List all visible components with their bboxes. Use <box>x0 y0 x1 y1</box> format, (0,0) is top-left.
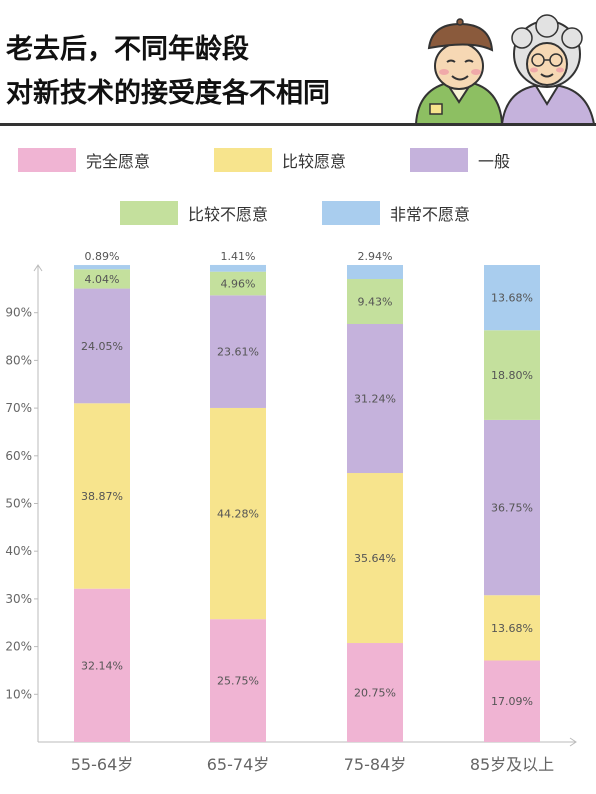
y-axis-arrow <box>33 264 43 272</box>
elderly-couple-illustration <box>414 14 596 124</box>
y-tick-label: 50% <box>5 497 32 511</box>
data-label-very-unwilling: 13.68% <box>491 292 533 305</box>
legend-swatch-very-unwilling <box>322 201 380 225</box>
data-label-willing: 38.87% <box>81 490 123 503</box>
bar-segment-fully-willing <box>484 660 540 742</box>
y-tick-label: 30% <box>5 592 32 606</box>
legend-label-neutral: 一般 <box>478 152 511 171</box>
legend: 完全愿意 比较愿意 一般 比较不愿意 非常不愿意 <box>0 138 596 238</box>
y-tick-label: 20% <box>5 640 32 654</box>
data-label-fully-willing: 32.14% <box>81 659 123 672</box>
legend-item-neutral: 一般 <box>410 148 510 172</box>
data-label-neutral: 36.75% <box>491 502 533 515</box>
data-label-neutral: 24.05% <box>81 340 123 353</box>
y-tick-label: 80% <box>5 353 32 367</box>
stacked-bar-chart: 10% 20% 30% 40% 50% 60% 70% 80% 90% 32.14% 38.87% 2… <box>5 250 577 774</box>
bar-segment-fully-willing <box>210 619 266 742</box>
bar-segment-neutral <box>210 295 266 408</box>
legend-label-willing: 比较愿意 <box>282 152 347 171</box>
bar-segment-fully-willing <box>74 588 130 742</box>
bar-segment-willing <box>347 473 403 644</box>
header-rule <box>0 123 596 126</box>
data-label-neutral: 23.61% <box>217 346 259 359</box>
x-axis-arrow <box>569 737 577 747</box>
legend-item-very-unwilling: 非常不愿意 <box>322 201 470 225</box>
bar-segment-neutral <box>484 419 540 596</box>
bar-segment-willing <box>210 407 266 620</box>
legend-label-very-unwilling: 非常不愿意 <box>390 205 471 224</box>
legend-item-unwilling: 比较不愿意 <box>120 201 268 225</box>
legend-label-unwilling: 比较不愿意 <box>188 205 269 224</box>
bar-segment-very-unwilling <box>210 264 266 272</box>
bar-segment-unwilling <box>210 271 266 296</box>
data-label-fully-willing: 25.75% <box>217 675 259 688</box>
x-tick-label: 65-74岁 <box>207 755 270 774</box>
data-label-willing: 35.64% <box>354 552 396 565</box>
legend-swatch-unwilling <box>120 201 178 225</box>
bar-segment-very-unwilling <box>484 265 540 331</box>
data-label-willing: 13.68% <box>491 622 533 635</box>
bar-segment-willing <box>74 403 130 589</box>
x-tick-label: 75-84岁 <box>344 755 407 774</box>
bar-segment-very-unwilling <box>347 265 403 280</box>
bar-segment-willing <box>484 595 540 661</box>
bar-segment-neutral <box>74 288 130 404</box>
legend-swatch-fully-willing <box>18 148 76 172</box>
x-tick-label: 85岁及以上 <box>470 755 554 774</box>
data-label-very-unwilling: 0.89% <box>85 250 120 263</box>
data-label-willing: 44.28% <box>217 508 259 521</box>
y-tick-label: 90% <box>5 306 32 320</box>
data-label-unwilling: 9.43% <box>358 296 393 309</box>
bar-segment-very-unwilling <box>74 265 130 270</box>
title-line-1: 老去后，不同年龄段 <box>6 34 249 65</box>
x-tick-label: 55-64岁 <box>71 755 134 774</box>
data-label-unwilling: 4.96% <box>221 278 256 291</box>
data-label-very-unwilling: 2.94% <box>358 250 393 263</box>
data-label-fully-willing: 20.75% <box>354 687 396 700</box>
bar-segment-unwilling <box>347 279 403 325</box>
data-label-unwilling: 18.80% <box>491 369 533 382</box>
data-label-unwilling: 4.04% <box>85 273 120 286</box>
y-tick-label: 40% <box>5 544 32 558</box>
data-label-neutral: 31.24% <box>354 393 396 406</box>
bar-segment-unwilling <box>74 269 130 289</box>
y-tick-label: 10% <box>5 687 32 701</box>
chart-title: 老去后，不同年龄段 对新技术的接受度各不相同 <box>6 28 330 116</box>
legend-label-fully-willing: 完全愿意 <box>86 152 151 171</box>
legend-item-willing: 比较愿意 <box>214 148 346 172</box>
legend-swatch-neutral <box>410 148 468 172</box>
bar-segment-unwilling <box>484 330 540 420</box>
y-tick-label: 70% <box>5 401 32 415</box>
y-tick-label: 60% <box>5 449 32 463</box>
legend-swatch-willing <box>214 148 272 172</box>
data-label-very-unwilling: 1.41% <box>221 250 256 263</box>
bar-segment-fully-willing <box>347 643 403 742</box>
legend-item-fully-willing: 完全愿意 <box>18 148 150 172</box>
title-line-2: 对新技术的接受度各不相同 <box>6 78 330 109</box>
data-label-fully-willing: 17.09% <box>491 695 533 708</box>
bar-segment-neutral <box>347 324 403 474</box>
